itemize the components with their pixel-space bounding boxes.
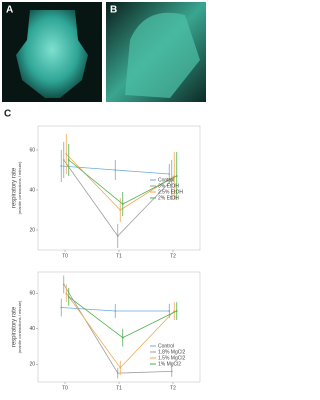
legend-label: 1.8% MgCl2 [158,349,185,355]
point [65,292,68,295]
y-tick-label: 40 [29,326,35,332]
point [168,310,171,312]
y-axis-label: respiratory rate [12,167,18,208]
x-tick-label: T2 [170,385,176,391]
y-tick-label: 20 [29,227,35,233]
point [62,283,65,286]
figure: A B C respiratory rate (mantle contractio… [2,2,206,391]
y-tick-label: 60 [29,147,35,153]
legend-label: 1.5% MgCl2 [158,355,185,361]
x-tick-label: T2 [170,253,176,259]
point [60,165,63,167]
specimen-b [125,12,200,98]
y-tick-label: 20 [29,362,35,368]
point [116,372,119,375]
series-line [63,284,172,374]
point [175,175,178,177]
legend-label: Control [158,177,174,183]
x-tick-label: T0 [62,385,68,391]
point [67,295,70,298]
point [173,310,176,312]
point [60,306,63,309]
point [62,159,65,161]
point [114,169,117,171]
x-tick-label: T1 [116,385,122,391]
y-tick-label: 60 [29,291,35,297]
panel-label: B [110,5,117,16]
point [119,366,122,369]
y-axis-label: respiratory rate [12,306,18,347]
legend-label: 1% MgCl2 [158,361,181,367]
y-axis-label: (mantle contractions / minute) [17,300,22,353]
point [170,179,173,181]
legend-label: 2.5% EtOH [158,189,183,195]
point [67,159,70,161]
point [173,175,176,177]
point [121,336,124,339]
panel-label: C [4,109,11,120]
specimen-a [16,10,88,98]
point [175,310,178,312]
point [65,153,68,155]
point [114,310,117,312]
point [119,209,122,211]
y-tick-label: 40 [29,187,35,193]
point [121,203,124,205]
x-tick-label: T0 [62,253,68,259]
panel-label: A [6,5,13,16]
legend-label: Control [158,343,174,349]
legend-label: 3% EtOH [158,183,179,189]
point [170,370,173,373]
point [168,173,171,175]
y-axis-label: (mantle contractions / minute) [17,161,22,214]
legend-label: 2% EtOH [158,195,179,201]
point [116,235,119,237]
x-tick-label: T1 [116,253,122,259]
